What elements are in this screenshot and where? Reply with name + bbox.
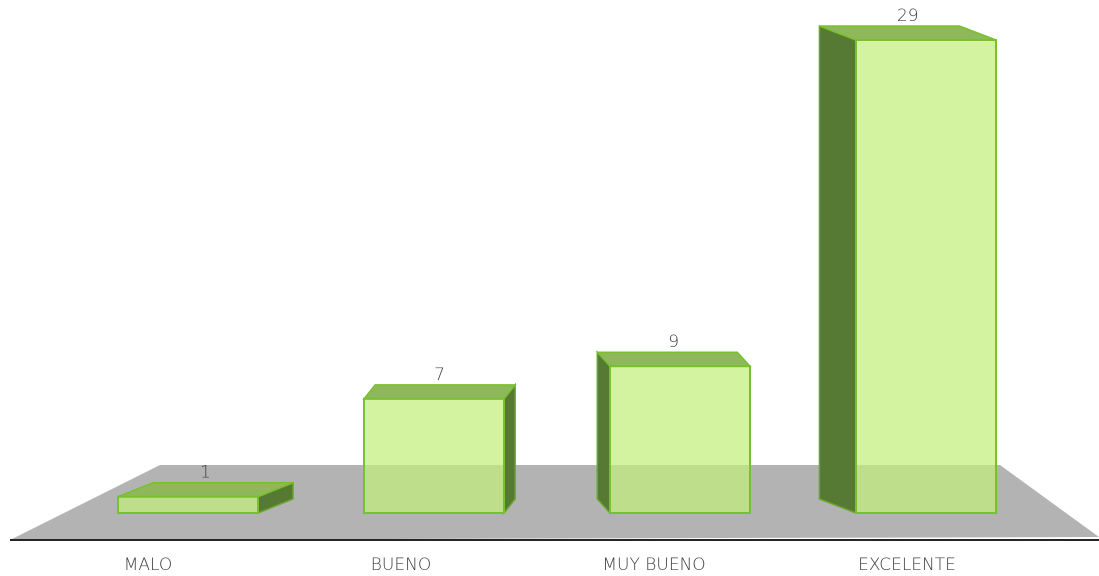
x-tick-label: BUENO	[371, 555, 431, 575]
x-tick-label: MUY BUENO	[602, 555, 705, 575]
value-label: 7	[434, 365, 445, 385]
bar	[609, 365, 751, 515]
value-label: 9	[668, 332, 679, 352]
bar-side	[818, 24, 857, 515]
bar-side	[596, 350, 611, 515]
bar-side	[503, 382, 516, 516]
value-label: 29	[897, 6, 919, 26]
bar-top	[362, 384, 517, 400]
x-tick-label: MALO	[124, 555, 173, 575]
bar	[855, 39, 997, 514]
bar-top	[595, 351, 752, 367]
bar	[363, 397, 505, 514]
bar	[117, 495, 259, 515]
x-tick-label: EXCELENTE	[858, 555, 956, 575]
value-label: 1	[200, 463, 211, 483]
